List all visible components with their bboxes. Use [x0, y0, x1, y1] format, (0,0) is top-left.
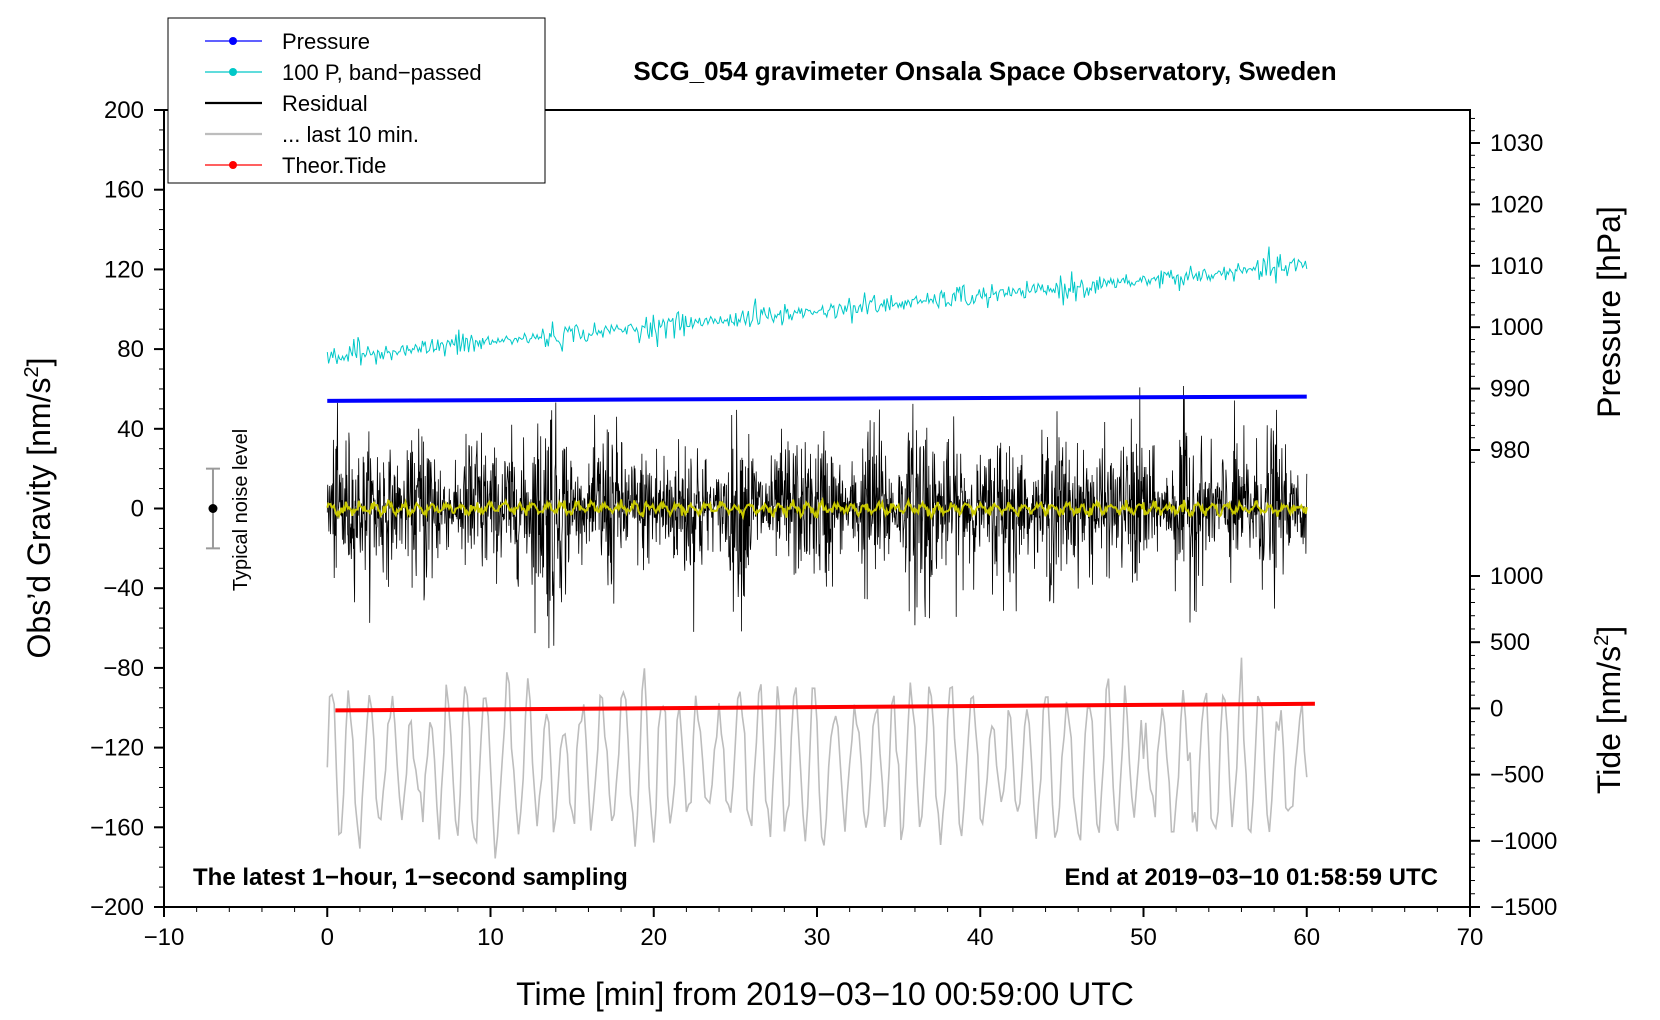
y-tick-label: 120 [104, 256, 144, 283]
y-tick-label: 200 [104, 97, 144, 124]
pressure-tick-label: 980 [1490, 437, 1530, 464]
tide-tick-label: −1500 [1490, 894, 1557, 921]
tide-tick-label: −500 [1490, 762, 1544, 789]
axes-layer: −10 0 10 20 30 40 50 60 70−200−160−120−80−400408… [90, 97, 1557, 951]
pressure-tick-label: 1000 [1490, 314, 1543, 341]
y-tick-label: −200 [90, 894, 144, 921]
noise-center-dot [208, 504, 218, 513]
y-tick-label: 40 [117, 416, 144, 443]
legend-marker-4 [229, 161, 237, 169]
noise-indicator: Typical noise level [205, 429, 252, 591]
y-tick-label: 0 [131, 496, 144, 523]
y-axis-label-left-main: Obs’d Gravity [nm/s [21, 378, 57, 659]
x-tick-label: 40 [967, 924, 994, 951]
series-last-10-min [326, 657, 1308, 859]
tide-tick-label: 500 [1490, 629, 1530, 656]
series-residual-smoothed [326, 496, 1308, 521]
y-axis-label-tide-main: Tide [nm/s [1591, 646, 1627, 794]
chart-title: SCG_054 gravimeter Onsala Space Observat… [633, 56, 1336, 86]
x-axis-label: Time [min] from 2019−03−10 00:59:00 UTC [516, 976, 1134, 1012]
y-tick-label: −40 [103, 575, 144, 602]
x-tick-label: 0 [321, 924, 334, 951]
series-theor-tide [335, 701, 1315, 713]
data-layer [326, 246, 1315, 859]
y-tick-label: −160 [90, 814, 144, 841]
legend-marker-1 [229, 68, 237, 76]
series-pressure [327, 394, 1307, 403]
legend-box [167, 17, 546, 184]
x-tick-label: 50 [1130, 924, 1157, 951]
x-tick-label: 30 [804, 924, 831, 951]
legend-label-2: Residual [282, 91, 368, 116]
legend-label-3: ... last 10 min. [282, 122, 419, 147]
y-tick-label: 80 [117, 336, 144, 363]
x-tick-label: 60 [1293, 924, 1320, 951]
y-axis-label-tide-close: ] [1591, 626, 1627, 635]
tide-tick-label: 1000 [1490, 563, 1543, 590]
legend-label-0: Pressure [282, 29, 370, 54]
y-tick-label: 160 [104, 177, 144, 204]
legend-label-1: 100 P, band−passed [282, 60, 482, 85]
pressure-tick-label: 1020 [1490, 191, 1543, 218]
y-tick-label: −120 [90, 735, 144, 762]
y-axis-label-pressure: Pressure [hPa] [1591, 206, 1627, 418]
legend-label-4: Theor.Tide [282, 153, 386, 178]
noise-label: Typical noise level [230, 429, 252, 591]
y-tick-label: −80 [103, 655, 144, 682]
pressure-tick-label: 1010 [1490, 253, 1543, 280]
legend-marker-0 [229, 37, 237, 45]
y-axis-label-left-close: ] [21, 358, 57, 367]
y-axis-label-left-sup: 2 [21, 366, 43, 377]
pressure-tick-label: 990 [1490, 376, 1530, 403]
annotation-right: End at 2019−03−10 01:58:59 UTC [1064, 864, 1438, 891]
legend: Pressure 100 P, band−passed Residual ... la… [167, 17, 546, 184]
x-tick-label: 20 [640, 924, 667, 951]
x-tick-label: −10 [144, 924, 185, 951]
annotation-left: The latest 1−hour, 1−second sampling [193, 864, 628, 891]
tide-tick-label: −1000 [1490, 828, 1557, 855]
pressure-tick-label: 1030 [1490, 130, 1543, 157]
series-residual [326, 385, 1308, 649]
tide-tick-label: 0 [1490, 695, 1503, 722]
y-axis-label-tide-sup: 2 [1591, 635, 1613, 646]
x-tick-label: 10 [477, 924, 504, 951]
x-tick-label: 70 [1457, 924, 1484, 951]
y-axis-label-left: Obs’d Gravity [nm/s2] [21, 358, 57, 659]
y-axis-label-tide: Tide [nm/s2] [1591, 626, 1627, 794]
series-100p-band-passed [326, 246, 1308, 366]
